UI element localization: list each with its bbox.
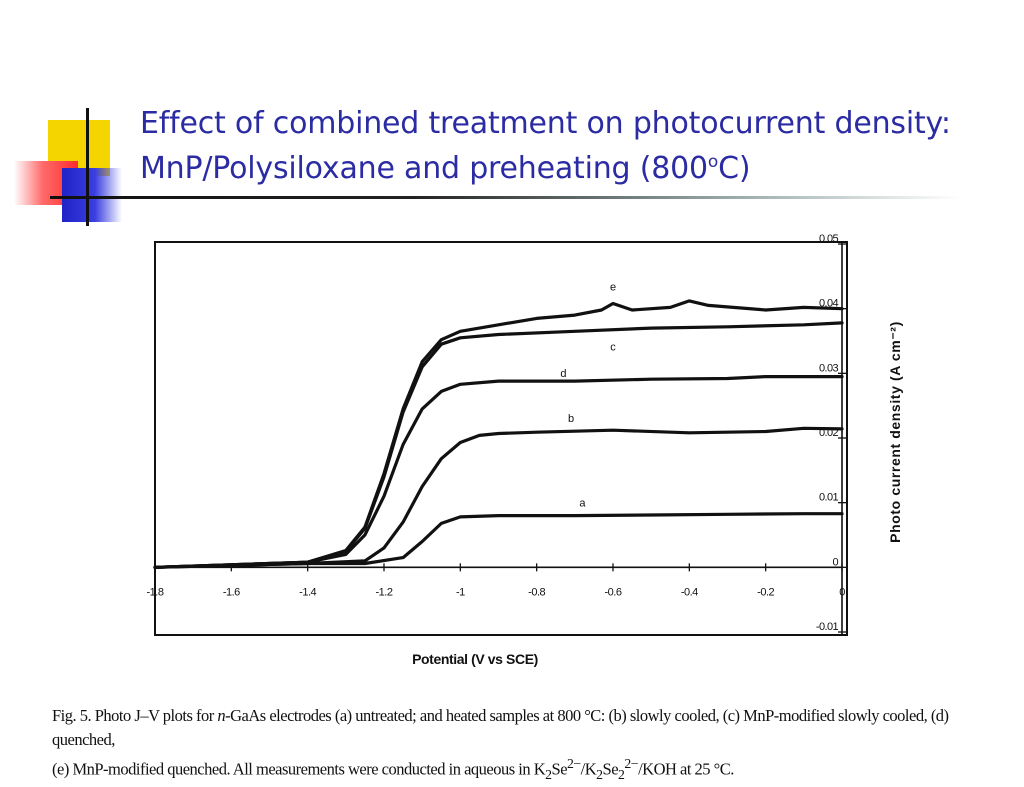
x-tick-label: -1.2 (376, 586, 393, 598)
y-tick-label: -0.01 (816, 621, 839, 633)
x-tick-label: -0.4 (681, 586, 698, 598)
y-tick-label: 0.02 (819, 427, 838, 439)
caption-text: Se (551, 759, 568, 779)
x-axis-title: Potential (V vs SCE) (412, 651, 538, 667)
plot-frame-border (154, 241, 848, 636)
y-tick-label: 0.05 (819, 233, 838, 245)
x-tick-label: -1 (456, 586, 465, 598)
caption-text: -GaAs electrodes (a) untreated; and heat… (52, 706, 949, 749)
caption-text: (e) MnP-modified quenched. All measureme… (52, 759, 546, 779)
degree-superscript: o (707, 152, 719, 172)
x-tick-label: -0.8 (528, 586, 545, 598)
y-tick-label: 0 (832, 556, 838, 568)
caption-sup: 2− (624, 756, 639, 771)
y-tick-label: 0.04 (819, 298, 838, 310)
y-tick-label: 0.03 (819, 362, 838, 374)
x-tick-label: -1.4 (299, 586, 316, 598)
caption-text: /K (580, 759, 597, 779)
jv-chart: -1.8 -1.6 -1.4 -1.2 -1 -0.8 -0.6 -0.4 -0.2 0 -0.01… (147, 233, 903, 667)
caption-line1: Fig. 5. Photo J–V plots for n-GaAs elect… (52, 704, 1012, 752)
curve-e (153, 299, 844, 569)
curve-label-a: a (579, 498, 586, 510)
curve-label-c: c (610, 342, 616, 354)
curve-label-e: e (610, 282, 616, 294)
slide-title-line2-end: C) (718, 151, 751, 186)
caption-italic: n (217, 706, 226, 725)
y-tick-label: 0.01 (819, 492, 838, 504)
logo-blue-square (62, 168, 122, 222)
caption-text: Fig. 5. Photo J–V plots for (52, 706, 218, 725)
curve-c (153, 321, 844, 569)
x-tick-label: -1.6 (223, 586, 240, 598)
curve-label-d: d (560, 368, 566, 380)
caption-line2: (e) MnP-modified quenched. All measureme… (52, 752, 1012, 787)
slide-title-line1: Effect of combined treatment on photocur… (140, 106, 951, 141)
curve-a (153, 512, 844, 569)
caption-text: /KOH at 25 °C. (638, 759, 734, 779)
curve-b (153, 426, 844, 569)
y-axis-title: Photo current density (A cm⁻²) (887, 321, 903, 543)
x-tick-label: 0 (839, 586, 845, 598)
slide-title: Effect of combined treatment on photocur… (140, 104, 1000, 188)
slide-title-line2: MnP/Polysiloxane and preheating (800oC) (140, 143, 1000, 188)
caption-text: Se (602, 759, 619, 779)
curve-d (153, 375, 844, 569)
x-tick-label: -1.8 (147, 586, 164, 598)
figure-caption: Fig. 5. Photo J–V plots for n-GaAs elect… (52, 704, 1012, 787)
slide-title-line2-main: MnP/Polysiloxane and preheating (800 (140, 151, 708, 186)
x-tick-label: -0.2 (757, 586, 774, 598)
logo-vertical-line (86, 108, 89, 226)
title-underline (50, 196, 960, 199)
caption-sup: 2− (567, 756, 581, 771)
x-tick-label: -0.6 (605, 586, 622, 598)
curve-label-b: b (568, 413, 574, 425)
